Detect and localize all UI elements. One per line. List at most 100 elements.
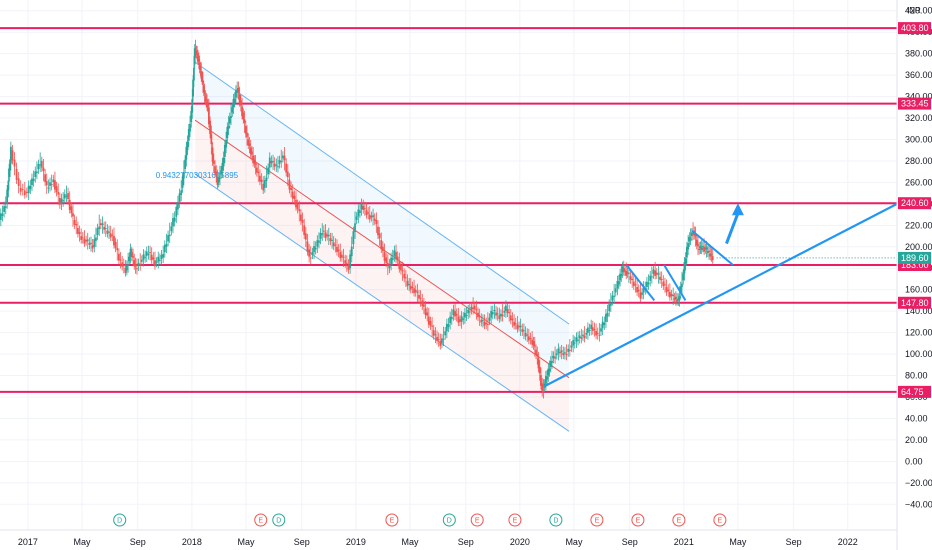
candle-body (684, 258, 687, 266)
candle-body (463, 312, 466, 318)
candle-body (76, 227, 79, 234)
dividend-event-marker[interactable] (272, 513, 286, 527)
breakout-arrow-head[interactable] (731, 203, 744, 216)
earnings-event-label: E (258, 518, 263, 525)
candle-body (557, 348, 560, 354)
regression-channel[interactable]: 0.94327703031605895 (156, 61, 570, 432)
candle-body (39, 164, 42, 166)
candle-body (13, 159, 16, 167)
candle-body (83, 238, 86, 244)
candle-body (214, 166, 216, 174)
trend-drawings[interactable] (543, 202, 898, 388)
candle-body (674, 296, 677, 299)
candle-body (526, 334, 529, 336)
flag-line[interactable] (663, 264, 687, 301)
earnings-event-marker[interactable] (713, 513, 727, 527)
earnings-event-marker[interactable] (254, 513, 268, 527)
y-tick-label: 20.00 (905, 435, 928, 445)
candle-body (441, 338, 443, 344)
horizontal-levels[interactable] (0, 27, 897, 393)
earnings-event-label: E (677, 518, 682, 525)
level-price-tag (898, 197, 931, 210)
candle-body (86, 239, 89, 242)
candle-body (697, 244, 699, 247)
x-tick-label: 2018 (182, 537, 202, 547)
earnings-event-marker[interactable] (631, 513, 645, 527)
candle-body (124, 267, 127, 273)
time-axis[interactable]: 2017 May Sep 2018 May Sep 2019 May Sep 2020 May Sep… (0, 529, 897, 547)
support-trendline[interactable] (543, 202, 898, 388)
dividend-event-marker[interactable] (549, 513, 563, 527)
x-tick-label: May (237, 537, 255, 547)
candle-body (506, 309, 509, 314)
earnings-event-marker[interactable] (470, 513, 484, 527)
candle-body (647, 282, 650, 285)
candle-body (388, 265, 391, 269)
candle-body (108, 231, 110, 233)
candle-body (586, 327, 589, 333)
level-price-tag (898, 296, 931, 309)
x-tick-label: Sep (622, 537, 638, 547)
candle-body (267, 167, 270, 175)
channel-upper-line[interactable] (194, 61, 570, 325)
candle-body (622, 268, 625, 273)
candle-body (491, 312, 494, 315)
y-tick-label: 140.00 (905, 306, 932, 316)
candle-body (577, 339, 579, 341)
candle-body (324, 232, 327, 238)
dividend-event-marker[interactable] (442, 513, 456, 527)
price-axis-panel[interactable] (897, 0, 932, 550)
candle-body (200, 71, 203, 79)
candle-body (705, 247, 708, 250)
candle-body (439, 341, 442, 346)
candle-body (158, 259, 161, 261)
earnings-event-marker[interactable] (508, 513, 522, 527)
candle-body (49, 182, 51, 186)
candle-body (690, 232, 693, 237)
candle-body (121, 262, 124, 267)
earnings-event-marker[interactable] (385, 513, 399, 527)
candle-body (504, 305, 507, 311)
earnings-event-marker[interactable] (672, 513, 686, 527)
candle-body (649, 275, 652, 281)
candle-body (551, 360, 553, 363)
candle-body (665, 287, 668, 293)
candle-body (225, 139, 227, 148)
candle-body (532, 341, 535, 346)
price-axis[interactable]: 420.00400.00380.00360.00340.00320.00300.… (896, 0, 932, 550)
candle-body (40, 160, 43, 168)
candle-body (416, 291, 419, 293)
candle-body (334, 244, 337, 246)
candle-body (473, 305, 476, 310)
candle-body (624, 269, 626, 271)
candle-body (259, 175, 261, 182)
candle-body (186, 141, 189, 151)
candle-body (349, 254, 352, 269)
candle-body (477, 312, 479, 318)
candle-body (139, 263, 142, 266)
dividend-event-label: D (276, 518, 281, 525)
candle-body (253, 159, 256, 164)
y-tick-label: 340.00 (905, 92, 932, 102)
y-tick-label: 300.00 (905, 134, 932, 144)
candle-body (212, 160, 215, 164)
price-series (0, 39, 714, 399)
candle-body (619, 273, 621, 281)
candle-body (344, 260, 347, 264)
candle-body (678, 296, 681, 301)
breakout-arrow-shaft[interactable] (725, 212, 740, 245)
dividend-event-marker[interactable] (113, 513, 127, 527)
candle-body (540, 374, 542, 386)
candle-body (255, 167, 258, 173)
candle-body (427, 316, 430, 325)
candle-body (454, 311, 456, 317)
earnings-event-marker[interactable] (590, 513, 604, 527)
flag-line[interactable] (691, 229, 734, 266)
candle-body (99, 223, 102, 226)
level-price-label: 240.60 (901, 198, 929, 208)
flag-line[interactable] (625, 264, 656, 302)
candle-body (368, 214, 371, 220)
candle-body (254, 163, 257, 165)
